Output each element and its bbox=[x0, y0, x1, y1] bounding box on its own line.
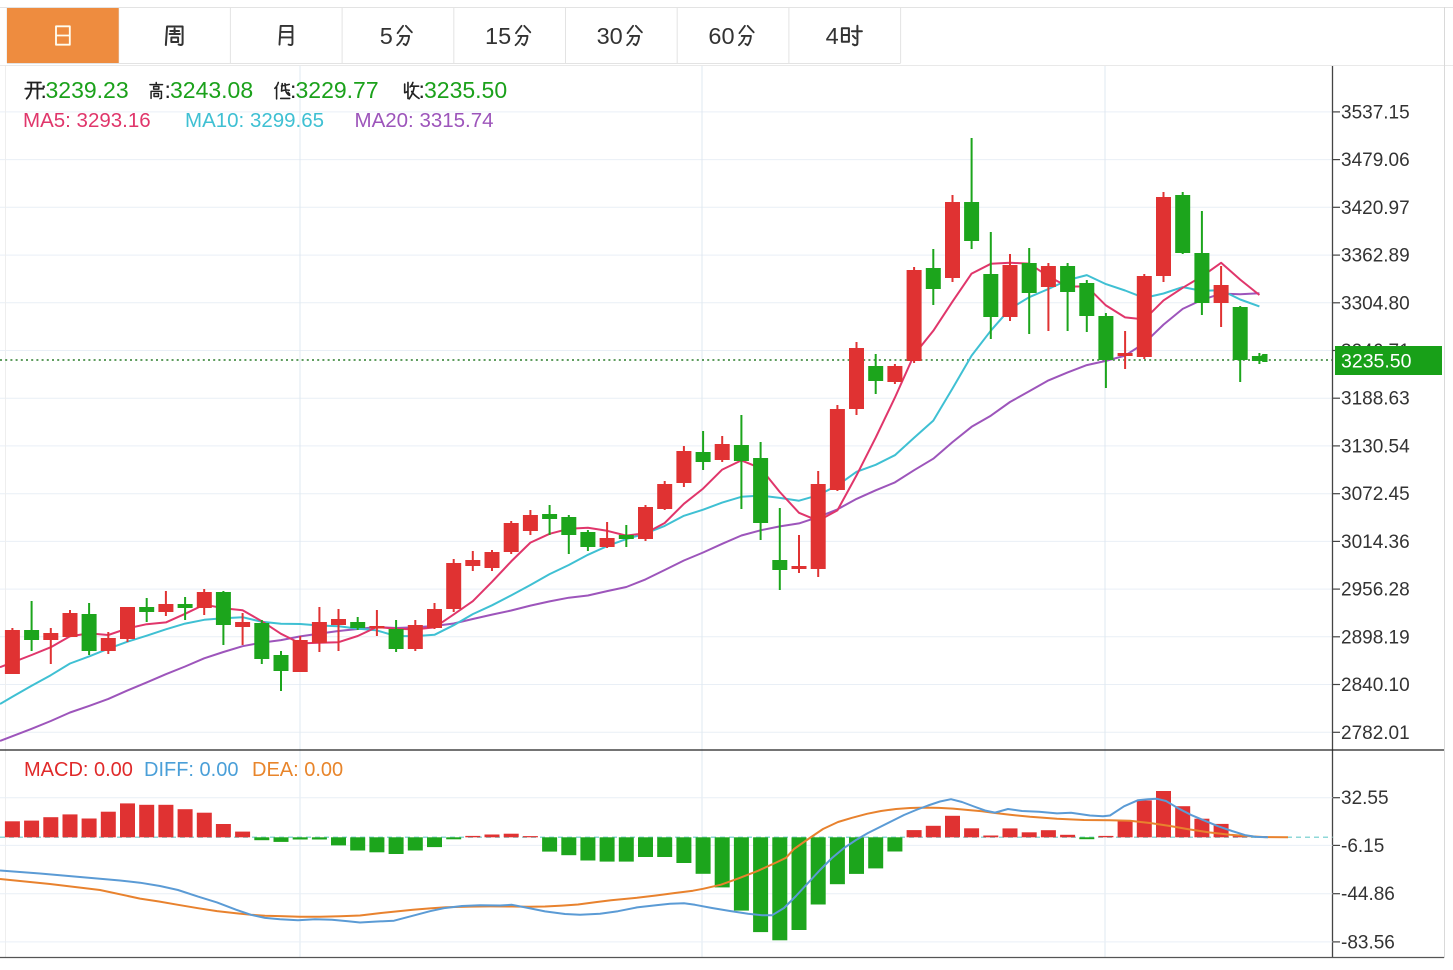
svg-text:3304.80: 3304.80 bbox=[1341, 293, 1410, 314]
svg-text::: : bbox=[165, 77, 171, 103]
svg-text:2898.19: 2898.19 bbox=[1341, 627, 1410, 648]
svg-text:2840.10: 2840.10 bbox=[1341, 675, 1410, 696]
svg-text:3243.08: 3243.08 bbox=[170, 77, 253, 103]
svg-text:60: 60 bbox=[708, 23, 734, 49]
svg-text:5: 5 bbox=[380, 23, 393, 49]
svg-text:DEA: 0.00: DEA: 0.00 bbox=[252, 759, 343, 781]
svg-text:3239.23: 3239.23 bbox=[46, 77, 129, 103]
svg-text:3235.50: 3235.50 bbox=[1341, 351, 1412, 373]
svg-text:MA10: 3299.65: MA10: 3299.65 bbox=[185, 109, 324, 132]
svg-text:3014.36: 3014.36 bbox=[1341, 532, 1410, 553]
svg-text:32.55: 32.55 bbox=[1341, 788, 1389, 809]
svg-text:3188.63: 3188.63 bbox=[1341, 389, 1410, 410]
svg-text:DIFF: 0.00: DIFF: 0.00 bbox=[144, 759, 238, 781]
svg-text:-83.56: -83.56 bbox=[1341, 932, 1395, 953]
svg-text:4: 4 bbox=[826, 23, 839, 49]
svg-text:-6.15: -6.15 bbox=[1341, 836, 1384, 857]
svg-text:MACD: 0.00: MACD: 0.00 bbox=[24, 759, 133, 781]
svg-text::: : bbox=[41, 77, 47, 103]
svg-text:-44.86: -44.86 bbox=[1341, 884, 1395, 905]
svg-text:3229.77: 3229.77 bbox=[296, 77, 379, 103]
svg-text:MA5: 3293.16: MA5: 3293.16 bbox=[23, 109, 151, 132]
svg-text:15: 15 bbox=[485, 23, 511, 49]
svg-text:2782.01: 2782.01 bbox=[1341, 723, 1410, 744]
svg-text::: : bbox=[290, 77, 296, 103]
svg-text:2956.28: 2956.28 bbox=[1341, 580, 1410, 601]
svg-text::: : bbox=[419, 77, 425, 103]
svg-text:3479.06: 3479.06 bbox=[1341, 150, 1410, 171]
svg-text:30: 30 bbox=[597, 23, 623, 49]
svg-text:3235.50: 3235.50 bbox=[424, 77, 507, 103]
svg-text:3362.89: 3362.89 bbox=[1341, 246, 1410, 267]
svg-text:3537.15: 3537.15 bbox=[1341, 102, 1410, 123]
svg-text:3420.97: 3420.97 bbox=[1341, 198, 1410, 219]
svg-text:3130.54: 3130.54 bbox=[1341, 436, 1410, 457]
svg-text:3072.45: 3072.45 bbox=[1341, 484, 1410, 505]
svg-text:MA20: 3315.74: MA20: 3315.74 bbox=[355, 109, 494, 132]
